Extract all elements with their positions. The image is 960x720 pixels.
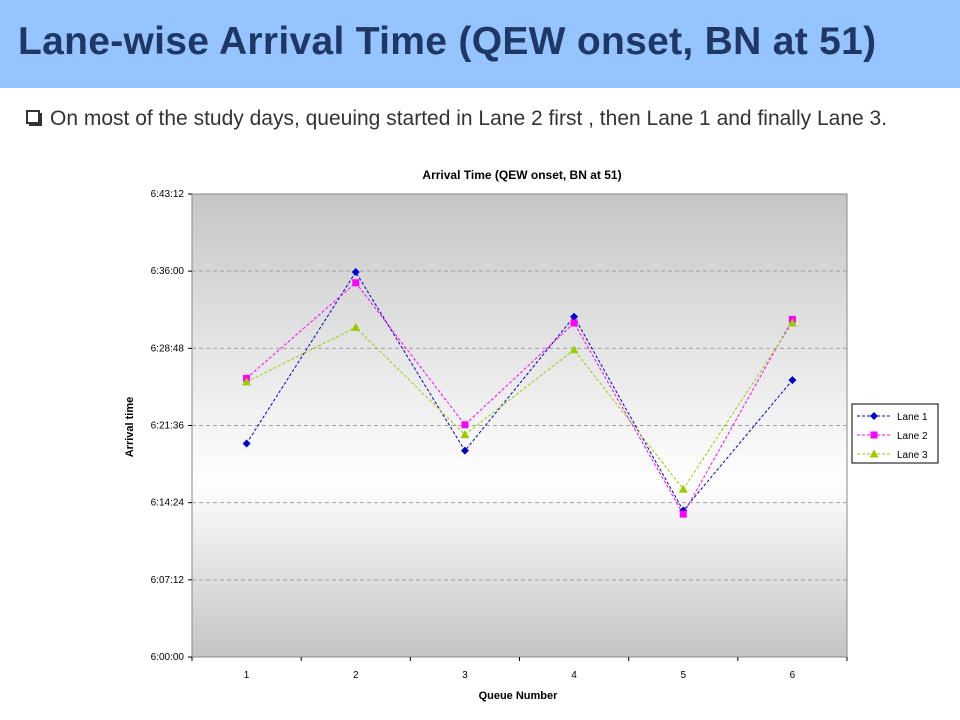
lane-3-line [246,322,793,490]
y-tick-label: 6:43:12 [151,189,185,200]
x-tick-label: 2 [353,670,359,681]
lane-1-line [246,271,793,512]
lane-2-point [461,421,469,429]
checkbox-bullet-icon [26,110,42,126]
series-group [242,268,797,518]
chart-title: Arrival Time (QEW onset, BN at 51) [422,168,621,182]
x-tick-label: 5 [680,670,686,681]
lane-1-point [788,376,797,385]
bullet-point: On most of the study days, queuing start… [26,104,926,134]
x-tick-label: 1 [244,670,250,681]
legend: Lane 1 Lane 2 Lane 3 [851,403,939,464]
arrival-time-chart: 6:00:00 6:07:12 6:14:24 6:21:36 6:28:48 6:36:… [124,168,939,702]
y-tick-label: 6:28:48 [151,343,185,354]
lane-1-point [351,268,360,277]
lane-1-point [570,312,579,321]
lane-3-point [569,345,579,354]
title-banner: Lane-wise Arrival Time (QEW onset, BN at… [0,0,960,88]
lane-2-line [246,282,793,516]
legend-box [851,403,939,464]
lane-2-point [570,319,578,327]
lane-2-point [352,279,360,287]
axes: 6:00:00 6:07:12 6:14:24 6:21:36 6:28:48 6:36:… [151,189,848,681]
bullet-text: On most of the study days, queuing start… [50,107,888,130]
legend-lane-3-marker [869,449,879,458]
lane-3-point [787,318,797,327]
legend-lane-1-label: Lane 1 [897,412,928,423]
legend-lane-3-label: Lane 3 [897,450,928,461]
x-tick-label: 3 [462,670,468,681]
lane-1-point [460,446,469,455]
lane-3-point [460,430,470,439]
lane-2-point [679,510,687,518]
x-tick-label: 6 [790,670,796,681]
y-tick-label: 6:14:24 [151,498,185,509]
y-tick-label: 6:21:36 [151,421,185,432]
y-axis-title: Arrival time [124,397,136,458]
x-tick-label: 4 [571,670,577,681]
x-axis-title: Queue Number [479,690,559,702]
y-tick-label: 6:36:00 [151,266,185,277]
lane-3-point [351,322,361,331]
y-tick-label: 6:07:12 [151,575,185,586]
y-tick-label: 6:00:00 [151,652,185,663]
legend-lane-2-label: Lane 2 [897,431,928,442]
plot-area [191,193,848,658]
legend-lane-2-marker [870,431,878,439]
legend-lane-1-marker [870,412,878,420]
slide-title: Lane-wise Arrival Time (QEW onset, BN at… [18,20,877,63]
lane-3-point [242,377,252,386]
lane-3-point [678,484,688,493]
lane-1-point [242,439,251,448]
